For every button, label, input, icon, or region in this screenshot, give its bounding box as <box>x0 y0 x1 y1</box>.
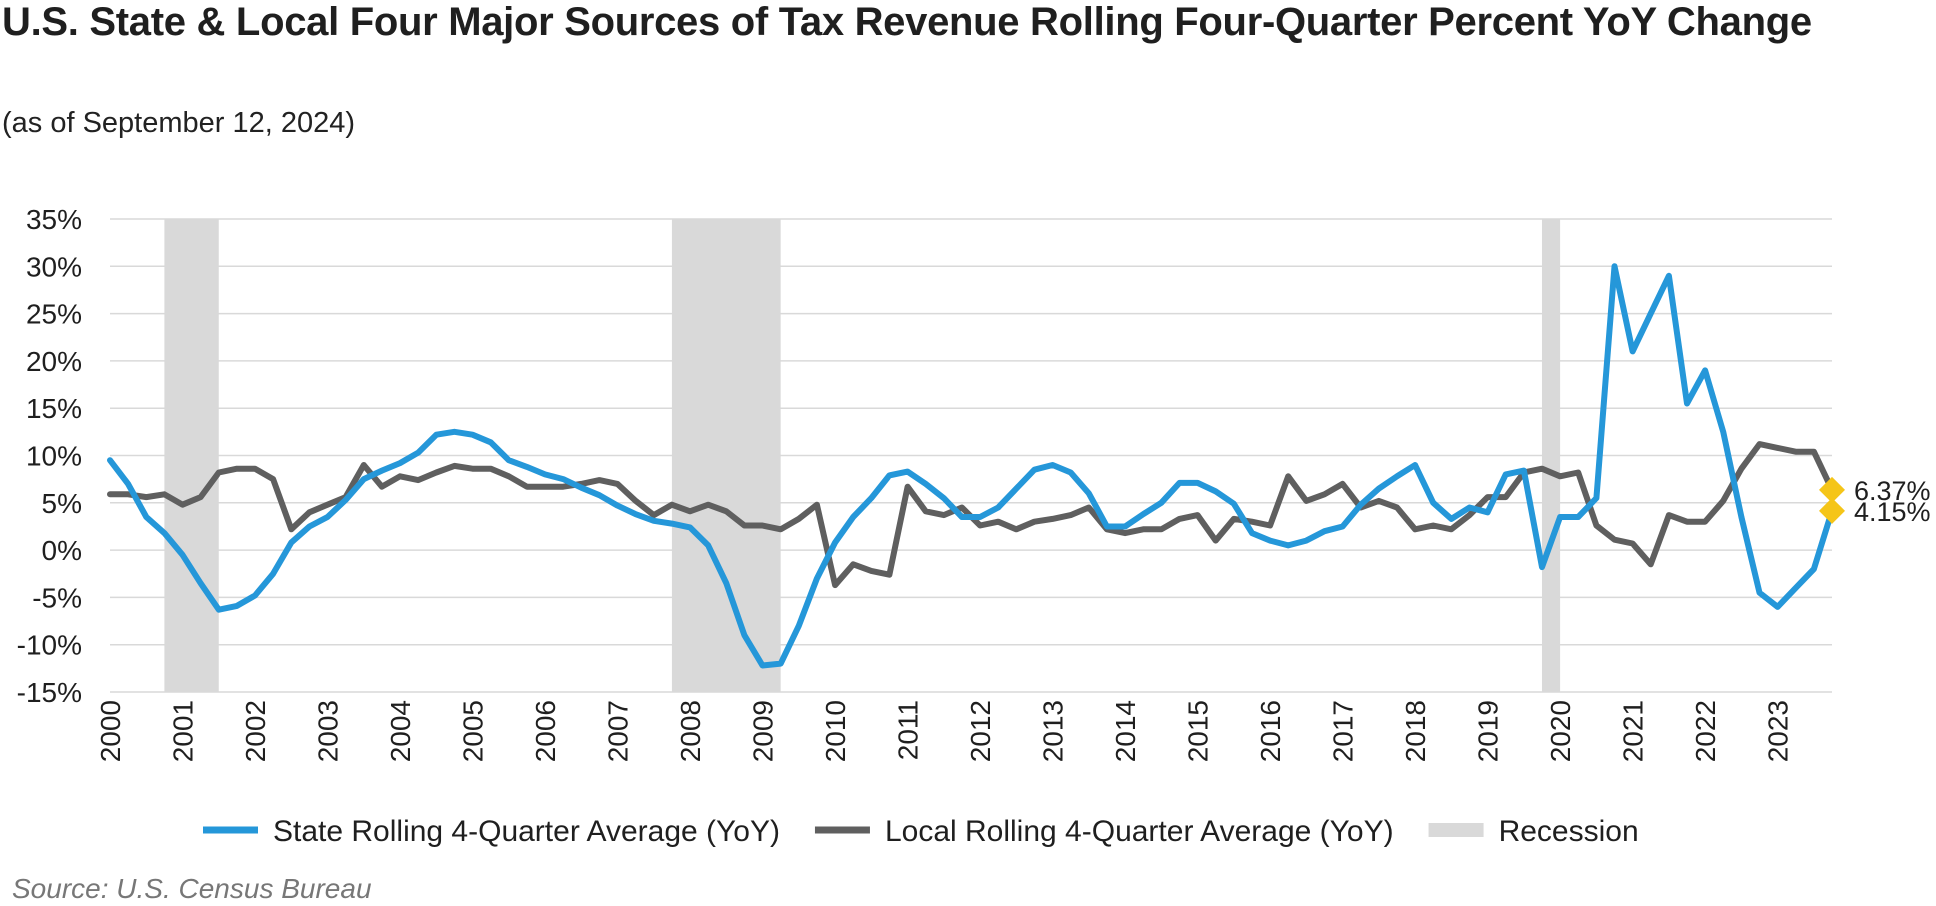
x-tick-label: 2008 <box>675 700 706 762</box>
y-tick-label: 35% <box>26 204 82 235</box>
chart-subtitle: (as of September 12, 2024) <box>2 107 356 139</box>
end-value-label: 4.15% <box>1854 497 1931 527</box>
x-tick-label: 2023 <box>1763 700 1794 762</box>
end-value-label: 6.37% <box>1854 476 1931 506</box>
x-tick-label: 2001 <box>168 700 199 762</box>
series-line-state-rolling-4-quarter-average-yoy <box>107 263 1835 669</box>
chart-title: U.S. State & Local Four Major Sources of… <box>2 0 1812 44</box>
x-tick-label: 2021 <box>1618 700 1649 762</box>
x-tick-label: 2003 <box>313 700 344 762</box>
x-tick-label: 2013 <box>1038 700 1069 762</box>
x-tick-label: 2005 <box>458 700 489 762</box>
y-tick-label: 15% <box>26 393 82 424</box>
x-tick-label: 2015 <box>1183 700 1214 762</box>
source-note: Source: U.S. Census Bureau <box>12 873 372 904</box>
x-axis: 2000 2001 2002 2003 2004 2005 2006 2007 2008 2009… <box>95 700 1794 762</box>
x-tick-label: 2004 <box>385 700 416 762</box>
legend-label: Local Rolling 4-Quarter Average (YoY) <box>885 815 1394 848</box>
legend-label: Recession <box>1499 815 1639 848</box>
x-tick-label: 2009 <box>748 700 779 762</box>
x-tick-label: 2017 <box>1328 700 1359 762</box>
y-tick-label: 30% <box>26 251 82 282</box>
y-tick-label: 5% <box>42 488 82 519</box>
x-tick-label: 2014 <box>1110 700 1141 762</box>
y-tick-label: 25% <box>26 299 82 330</box>
x-tick-label: 2019 <box>1473 700 1504 762</box>
y-tick-label: 0% <box>42 535 82 566</box>
y-tick-label: -5% <box>32 582 82 613</box>
x-tick-label: 2011 <box>893 700 924 760</box>
gridlines <box>110 218 1832 693</box>
y-axis: 35% 30% 25% 20% 15% 10% 5% 0% -5% -10% -15% <box>17 204 82 708</box>
x-tick-label: 2002 <box>240 700 271 762</box>
y-tick-label: 20% <box>26 346 82 377</box>
x-tick-label: 2007 <box>603 700 634 762</box>
legend-swatch-band <box>1428 823 1484 837</box>
y-tick-label: -10% <box>17 630 82 661</box>
x-tick-label: 2012 <box>965 700 996 762</box>
legend-label: State Rolling 4-Quarter Average (YoY) <box>273 815 780 848</box>
x-tick-label: 2016 <box>1255 700 1286 762</box>
legend: State Rolling 4-Quarter Average (YoY) Loc… <box>203 815 1639 848</box>
x-tick-label: 2000 <box>95 700 126 762</box>
end-markers: 4.15%6.37% <box>1819 476 1931 527</box>
x-tick-label: 2018 <box>1400 700 1431 762</box>
y-tick-label: -15% <box>17 677 82 708</box>
x-tick-label: 2006 <box>530 700 561 762</box>
end-marker <box>1819 476 1845 503</box>
end-marker <box>1819 497 1845 524</box>
x-tick-label: 2020 <box>1545 700 1576 762</box>
series-lines <box>107 263 1835 669</box>
y-tick-label: 10% <box>26 441 82 472</box>
x-tick-label: 2022 <box>1690 700 1721 762</box>
x-tick-label: 2010 <box>820 700 851 762</box>
